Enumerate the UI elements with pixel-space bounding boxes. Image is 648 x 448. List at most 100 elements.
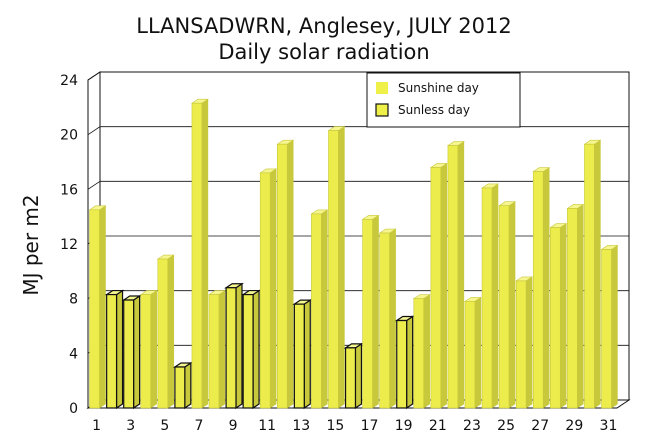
bar-front bbox=[157, 258, 169, 409]
bar-day-11 bbox=[259, 168, 278, 409]
bar-front bbox=[276, 143, 288, 409]
bar-front bbox=[123, 299, 135, 409]
x-tick-label: 1 bbox=[92, 418, 101, 434]
legend-label-sunshine: Sunshine day bbox=[398, 81, 479, 95]
bar-day-14 bbox=[310, 209, 329, 409]
bar-side bbox=[542, 167, 550, 409]
gridline-side bbox=[87, 71, 101, 81]
bar-side bbox=[321, 209, 328, 409]
bar-front bbox=[464, 301, 476, 409]
bar-side bbox=[99, 205, 106, 409]
y-tick-label: 12 bbox=[60, 237, 78, 253]
bar-side bbox=[611, 244, 618, 409]
bar-day-31 bbox=[600, 244, 619, 409]
bar-day-27 bbox=[532, 167, 551, 409]
bar-side bbox=[201, 98, 209, 409]
legend-box bbox=[366, 72, 521, 128]
bar-day-12 bbox=[276, 139, 295, 409]
bar-front bbox=[515, 280, 527, 409]
bar-side bbox=[167, 254, 175, 409]
bar-front bbox=[550, 227, 561, 409]
x-tick-label: 21 bbox=[429, 418, 447, 434]
bar-day-23 bbox=[464, 296, 482, 409]
bar-front bbox=[447, 145, 459, 409]
bar-front bbox=[311, 213, 322, 409]
bar-side bbox=[491, 183, 499, 409]
x-tick-label: 13 bbox=[292, 418, 310, 434]
legend-label-sunless: Sunless day bbox=[398, 103, 470, 117]
bar-day-21 bbox=[429, 162, 448, 409]
bar-front bbox=[106, 293, 118, 409]
y-tick-label: 8 bbox=[69, 292, 78, 308]
x-tick-label: 3 bbox=[126, 418, 135, 434]
bar-side bbox=[354, 342, 363, 410]
bar-side bbox=[150, 290, 157, 409]
bar-front bbox=[89, 209, 100, 409]
bar-day-17 bbox=[361, 214, 380, 409]
legend: Sunshine day Sunless day bbox=[366, 72, 521, 128]
legend-swatch-sunless bbox=[375, 103, 389, 117]
bar-front bbox=[191, 102, 203, 409]
bar-side bbox=[303, 299, 311, 410]
x-tick-label: 5 bbox=[160, 418, 169, 434]
bar-side bbox=[286, 139, 294, 409]
bar-day-8 bbox=[208, 290, 226, 409]
x-tick-label: 25 bbox=[497, 418, 515, 434]
bar-side bbox=[218, 290, 226, 409]
x-tick-label: 7 bbox=[194, 418, 203, 434]
bar-front bbox=[328, 130, 339, 409]
x-tick-label: 11 bbox=[258, 418, 276, 434]
bar-side bbox=[269, 168, 277, 409]
bar-front bbox=[208, 294, 220, 409]
bar-front bbox=[362, 219, 373, 409]
bar-day-20 bbox=[412, 294, 431, 409]
bar-day-4 bbox=[139, 290, 158, 409]
bar-day-30 bbox=[583, 139, 602, 409]
bar-front bbox=[601, 249, 612, 409]
y-tick-label: 24 bbox=[60, 73, 78, 89]
x-tick-label: 27 bbox=[531, 418, 549, 434]
bar-day-2 bbox=[104, 289, 125, 410]
bar-front bbox=[293, 303, 305, 409]
gridline-side bbox=[87, 126, 101, 135]
bar-day-7 bbox=[190, 98, 209, 409]
bar-day-18 bbox=[378, 228, 397, 409]
bar-side bbox=[389, 228, 396, 409]
bar-front bbox=[396, 319, 408, 409]
bars bbox=[88, 98, 619, 410]
bar-side bbox=[133, 294, 141, 410]
bar-side bbox=[576, 203, 584, 409]
bar-side bbox=[184, 361, 192, 410]
y-tick-label: 16 bbox=[60, 182, 78, 198]
bar-side bbox=[457, 141, 465, 409]
bar-day-5 bbox=[156, 254, 175, 409]
bar-front bbox=[174, 366, 186, 409]
bar-side bbox=[115, 289, 124, 410]
bar-side bbox=[508, 201, 516, 409]
gridline-side bbox=[87, 181, 101, 190]
x-tick-label: 15 bbox=[327, 418, 345, 434]
x-tick-label: 23 bbox=[463, 418, 481, 434]
bar-day-15 bbox=[327, 126, 346, 409]
y-tick-label: 20 bbox=[60, 128, 78, 144]
bar-day-28 bbox=[549, 223, 568, 409]
bar-day-1 bbox=[88, 205, 107, 409]
y-axis-label: MJ per m2 bbox=[19, 194, 43, 295]
bar-day-26 bbox=[515, 276, 534, 409]
bar-day-29 bbox=[566, 203, 585, 409]
bar-day-24 bbox=[481, 183, 499, 409]
bar-front bbox=[259, 172, 271, 409]
bar-side bbox=[406, 315, 414, 410]
x-tick-label: 29 bbox=[565, 418, 583, 434]
bar-day-16 bbox=[343, 342, 364, 410]
bar-front bbox=[413, 298, 425, 409]
bar-front bbox=[498, 205, 510, 409]
bar-side bbox=[235, 282, 243, 410]
bar-front bbox=[430, 167, 442, 409]
bar-day-25 bbox=[498, 201, 517, 409]
bar-side bbox=[372, 214, 379, 409]
bar-side bbox=[474, 296, 482, 409]
chart-title: LLANSADWRN, Anglesey, JULY 2012 bbox=[136, 14, 511, 38]
